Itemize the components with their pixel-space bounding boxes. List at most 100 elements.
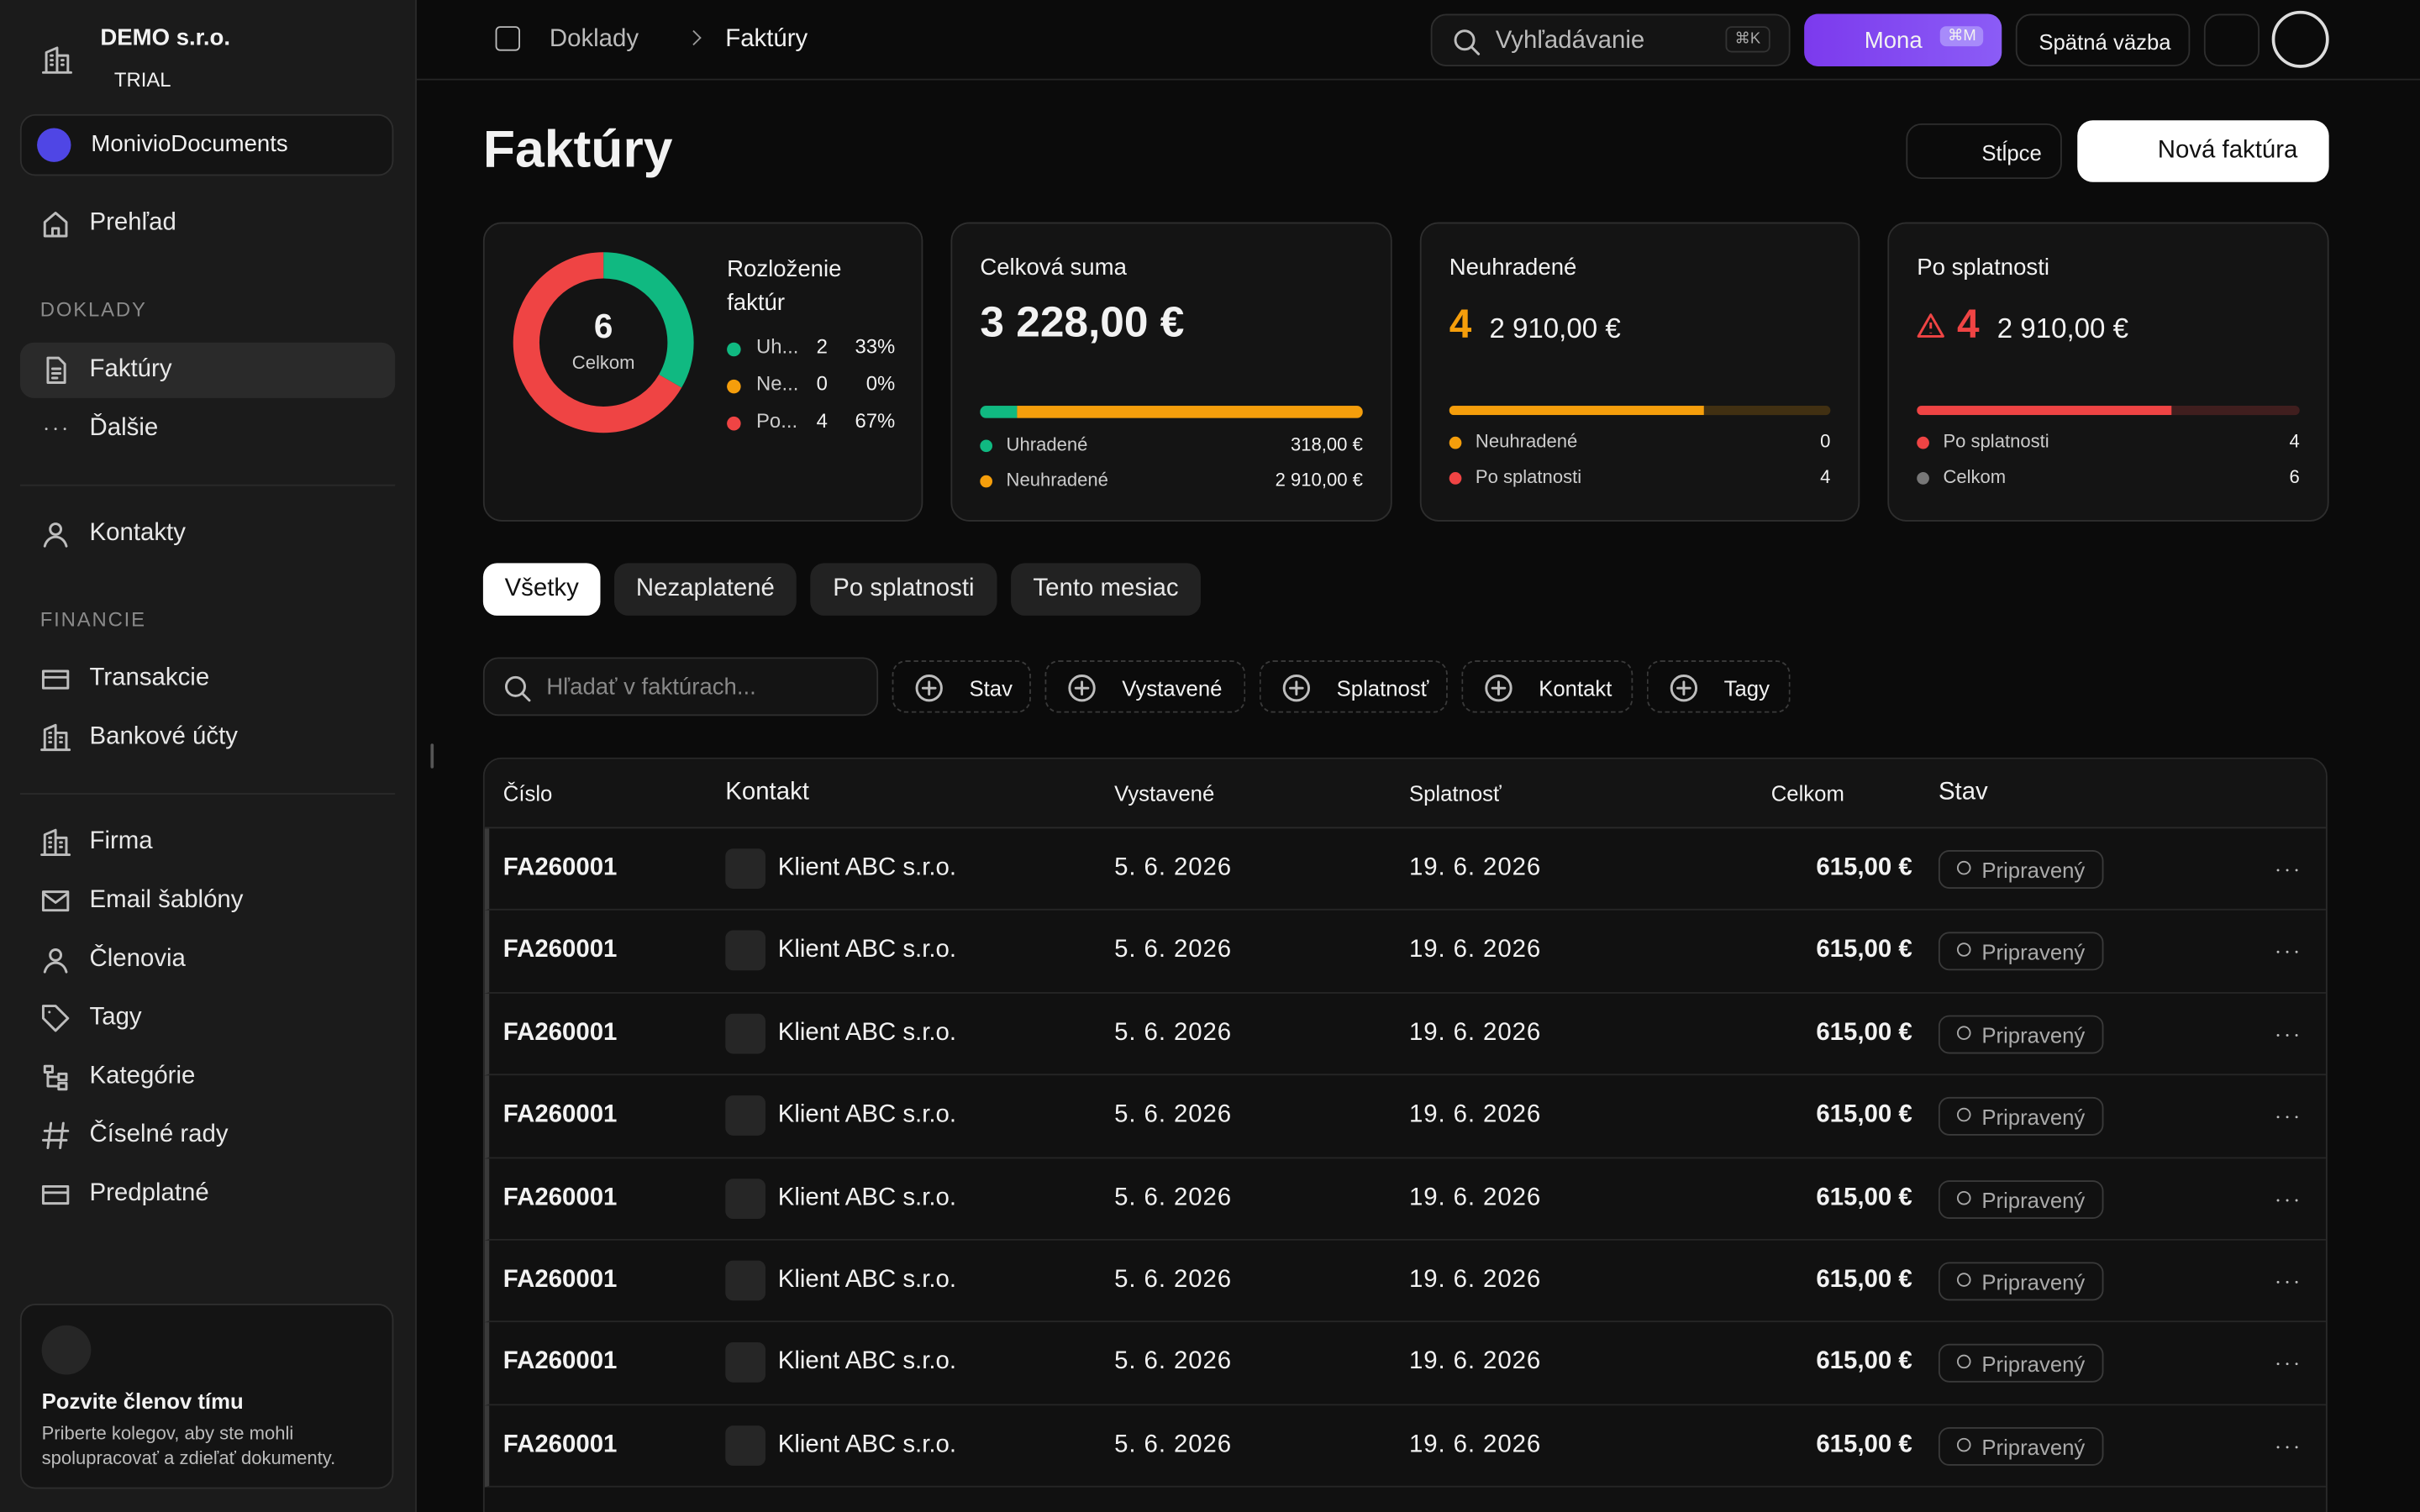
sidebar-toggle[interactable]: [495, 26, 520, 51]
contact-name: Klient ABC s.r.o.: [777, 1019, 957, 1046]
icon: [40, 828, 71, 857]
icon-path: [1282, 675, 1311, 702]
nav-item[interactable]: Email šablóny: [20, 874, 395, 929]
row-menu[interactable]: [2272, 1020, 2303, 1051]
search-box[interactable]: Vyhľadávanie ⌘K: [1430, 13, 1791, 66]
tab[interactable]: Tento mesiac: [1011, 563, 1201, 616]
contact-name: Klient ABC s.r.o.: [777, 1431, 957, 1458]
stat-card: Celková suma 3 228,00 € Uhradené 318,00 € Ne…: [950, 222, 1392, 522]
legend-dot: [727, 342, 741, 357]
column-header[interactable]: Stav: [1938, 779, 1988, 806]
tab[interactable]: Všetky: [482, 563, 601, 616]
nav-label: Ďalšie: [89, 415, 159, 442]
table-row[interactable]: FA260001 Klient ABC s.r.o. 5. 6. 2026 19. 6…: [484, 1322, 2326, 1405]
tab[interactable]: Po splatnosti: [810, 563, 997, 616]
icon: [43, 212, 68, 238]
date: 19. 6. 2026: [1408, 1101, 1542, 1128]
nav-item[interactable]: Prehľad: [20, 196, 395, 251]
invoice-number: FA260001: [502, 937, 618, 963]
icon: [46, 356, 66, 384]
icon: [41, 890, 70, 912]
table-row[interactable]: FA260001 Klient ABC s.r.o. 5. 6. 2026 19. 6…: [484, 828, 2326, 911]
status-label: Pripravený: [1981, 1269, 2086, 1295]
warning-icon: [1917, 313, 1944, 338]
filter-chip[interactable]: Kontakt: [1461, 660, 1634, 713]
row-menu[interactable]: [2272, 855, 2303, 886]
nav-item[interactable]: Predplatné: [20, 1167, 395, 1222]
nav-item[interactable]: Tagy: [20, 990, 395, 1046]
contact-name: Klient ABC s.r.o.: [777, 1266, 957, 1294]
avatar-button[interactable]: [2271, 10, 2329, 68]
assistant-label: Mona: [1864, 28, 1923, 55]
filter-chip[interactable]: Stav: [892, 660, 1031, 713]
filter-search[interactable]: Hľadať v faktúrach...: [482, 657, 879, 717]
icon-path: [43, 212, 68, 238]
breadcrumb-current: Faktúry: [725, 26, 808, 53]
status-badge: Pripravený: [1938, 932, 2104, 972]
icon: [41, 46, 72, 74]
legend-name: Po splatnosti: [1943, 430, 2049, 453]
legend-name: Celkom: [1943, 465, 2007, 488]
legend-amount: 2 910,00 €: [1275, 469, 1363, 491]
row-menu[interactable]: [2272, 1349, 2303, 1380]
column-header[interactable]: Kontakt: [725, 779, 809, 806]
row-menu[interactable]: [2272, 1102, 2303, 1133]
topbar: Doklady Faktúry Vyhľadávanie ⌘K Mona ⌘M Spätná…: [416, 0, 2420, 81]
date: 5. 6. 2026: [1114, 937, 1233, 963]
card-title: Rozloženie faktúr: [727, 255, 842, 317]
invite-icon: [41, 1325, 92, 1375]
nav-item[interactable]: Číselné rady: [20, 1108, 395, 1163]
nav-item[interactable]: Faktúry: [19, 342, 396, 398]
row-menu[interactable]: [2272, 1184, 2303, 1215]
filter-chip[interactable]: Tagy: [1646, 660, 1791, 713]
new-invoice-button[interactable]: Nová faktúra: [2077, 120, 2329, 182]
status-badge: Pripravený: [1938, 1097, 2104, 1137]
row-menu[interactable]: [2272, 937, 2303, 969]
row-menu[interactable]: [2272, 1267, 2303, 1298]
table-row[interactable]: FA260001 Klient ABC s.r.o. 5. 6. 2026 19. 6…: [484, 1075, 2326, 1158]
notifications-button[interactable]: [2203, 13, 2260, 66]
invoice-total: 615,00 €: [1816, 1266, 1912, 1294]
feedback-button[interactable]: Spätná väzba: [2015, 13, 2191, 66]
assistant-button[interactable]: Mona ⌘M: [1804, 13, 2002, 66]
tab[interactable]: Nezaplatené: [614, 563, 797, 616]
icon: [41, 1005, 70, 1032]
nav-item[interactable]: Ďalšie: [20, 402, 395, 457]
legend-dot: [980, 475, 993, 488]
icon-path: [41, 1121, 70, 1150]
nav-item[interactable]: Firma: [20, 815, 395, 870]
date: 19. 6. 2026: [1408, 937, 1542, 963]
icon-path: [504, 675, 526, 697]
workspace-switcher[interactable]: MonivioDocuments: [19, 113, 394, 176]
filter-chip[interactable]: Splatnosť: [1259, 660, 1448, 713]
progress-segment: [980, 406, 1018, 418]
stat-card: Po splatnosti 4 2 910,00 € Po splatnosti 4 Ce…: [1887, 222, 2329, 522]
table-row[interactable]: FA260001 Klient ABC s.r.o. 5. 6. 2026 19. 6…: [484, 1240, 2326, 1323]
nav-item[interactable]: Kategórie: [20, 1049, 395, 1105]
company-name[interactable]: DEMO s.r.o.: [100, 24, 231, 51]
filter-label: Kontakt: [1539, 675, 1612, 701]
status-label: Pripravený: [1981, 1434, 2086, 1460]
nav-item[interactable]: Bankové účty: [20, 710, 395, 765]
nav-item[interactable]: Kontakty: [20, 506, 395, 561]
nav-label: Firma: [89, 828, 153, 855]
column-header[interactable]: Číslo: [502, 780, 553, 806]
contact-name: Klient ABC s.r.o.: [777, 854, 957, 881]
legend-percent: 0%: [865, 371, 896, 396]
column-header[interactable]: Vystavené: [1114, 780, 1215, 806]
table-row[interactable]: FA260001 Klient ABC s.r.o. 5. 6. 2026 19. 6…: [484, 1158, 2326, 1241]
nav-item[interactable]: Členovia: [20, 932, 395, 987]
date: 19. 6. 2026: [1408, 1431, 1542, 1458]
table-row[interactable]: FA260001 Klient ABC s.r.o. 5. 6. 2026 19. 6…: [484, 993, 2326, 1076]
breadcrumb-item[interactable]: Doklady: [549, 26, 639, 53]
column-header[interactable]: Splatnosť: [1408, 780, 1502, 806]
columns-button[interactable]: Stĺpce: [1906, 123, 2062, 180]
section-title: FINANCIE: [39, 607, 146, 632]
nav-item[interactable]: Transakcie: [20, 651, 395, 706]
column-header[interactable]: Celkom: [1770, 780, 1844, 806]
filter-chip[interactable]: Vystavené: [1044, 660, 1246, 713]
filter-label: Stav: [969, 675, 1013, 701]
row-menu[interactable]: [2272, 1431, 2303, 1462]
table-row[interactable]: FA260001 Klient ABC s.r.o. 5. 6. 2026 19. 6…: [484, 911, 2326, 994]
table-row[interactable]: FA260001 Klient ABC s.r.o. 5. 6. 2026 19. 6…: [484, 1404, 2326, 1488]
